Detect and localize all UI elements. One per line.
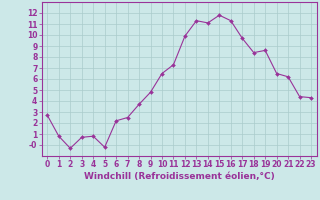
X-axis label: Windchill (Refroidissement éolien,°C): Windchill (Refroidissement éolien,°C) bbox=[84, 172, 275, 181]
